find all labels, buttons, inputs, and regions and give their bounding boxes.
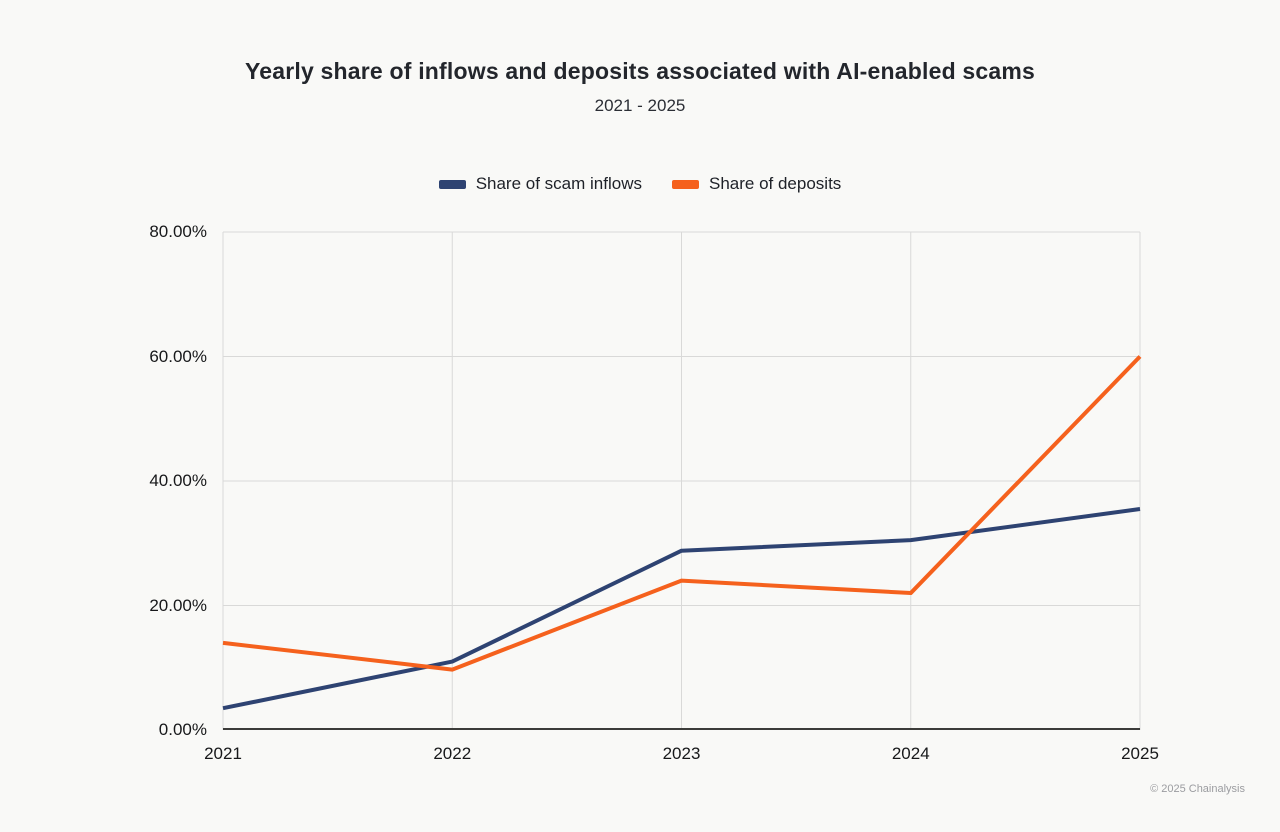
- x-tick-label: 2024: [891, 744, 930, 763]
- line-chart-svg: [222, 231, 1142, 730]
- series-line-0: [222, 507, 1141, 711]
- chart-subtitle: 2021 - 2025: [594, 96, 686, 115]
- x-tick-label: 2021: [204, 744, 242, 763]
- copyright-credit: © 2025 Chainalysis: [1150, 783, 1245, 795]
- line-chart-plot-area: [222, 231, 1142, 730]
- x-tick-label: 2023: [662, 744, 701, 763]
- x-tick-label: 2025: [1121, 744, 1159, 763]
- legend-label-deposits: Share of deposits: [708, 174, 842, 193]
- series-line-1: [222, 355, 1142, 672]
- chart-title: Yearly share of inflows and deposits ass…: [244, 58, 1036, 84]
- x-tick-label: 2022: [433, 744, 472, 763]
- y-tick-label: 20.00%: [149, 595, 207, 615]
- chart-legend: Share of scam inflows Share of deposits: [0, 174, 1280, 194]
- y-tick-label: 80.00%: [149, 222, 207, 241]
- x-axis-labels: 2021 2022 2023 2024 2025: [204, 744, 1159, 768]
- legend-label-scam-inflows: Share of scam inflows: [475, 174, 642, 193]
- legend-item-deposits: Share of deposits: [671, 174, 842, 194]
- y-tick-label: 40.00%: [149, 471, 207, 490]
- y-axis-labels: 0.00% 20.00% 40.00% 60.00% 80.00%: [0, 222, 215, 739]
- legend-swatch-scam-inflows-icon: [438, 179, 466, 189]
- legend-item-scam-inflows: Share of scam inflows: [438, 174, 642, 194]
- legend-swatch-deposits-icon: [671, 179, 699, 189]
- y-tick-label: 0.00%: [158, 720, 207, 739]
- y-tick-label: 60.00%: [149, 346, 207, 366]
